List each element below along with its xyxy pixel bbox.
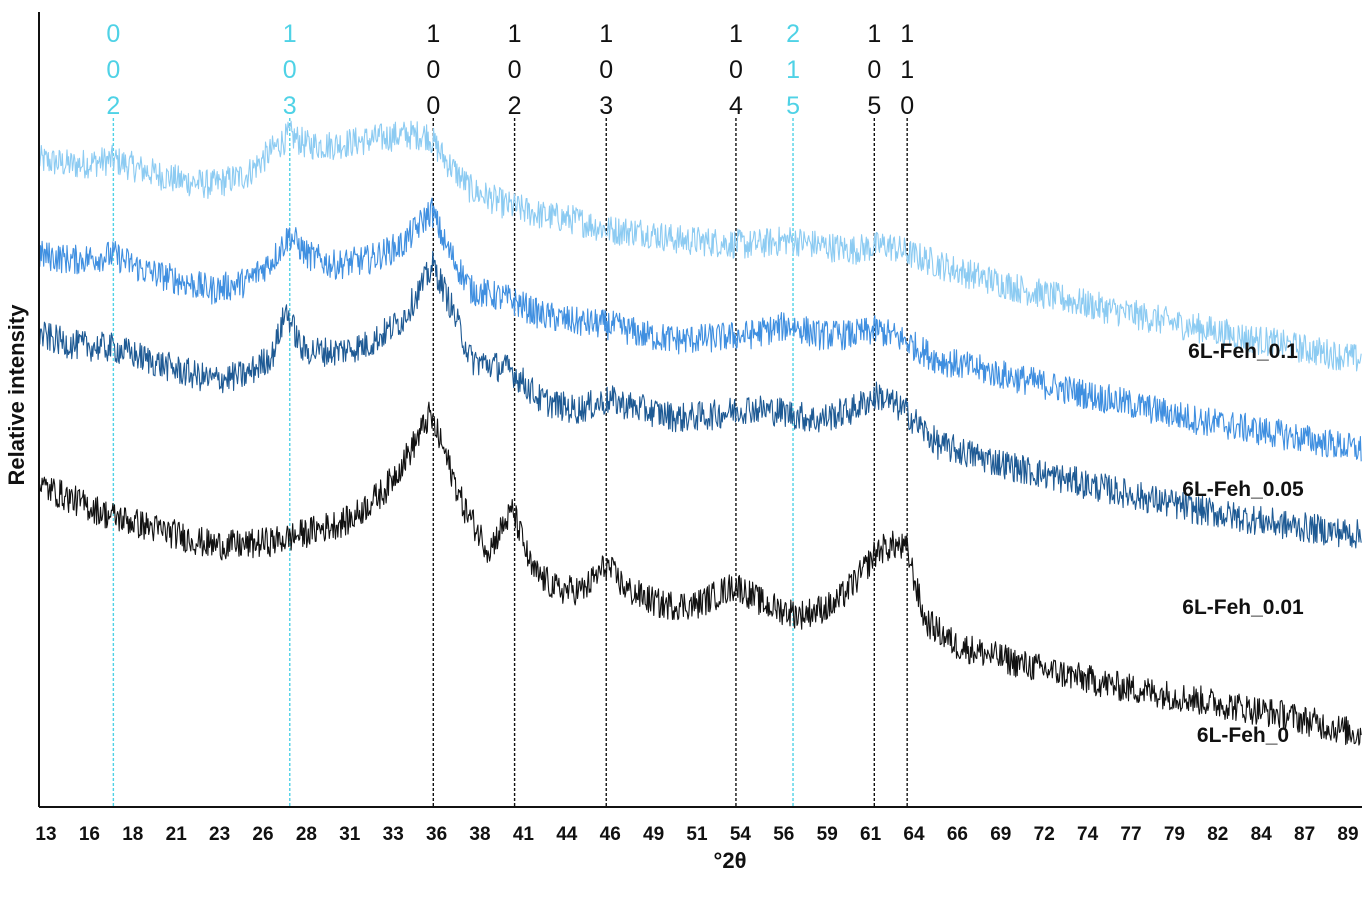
x-tick-label: 74 <box>1077 824 1099 845</box>
x-tick-label: 69 <box>990 824 1011 845</box>
series-label: 6L-Feh_0.05 <box>1182 478 1304 501</box>
x-tick-label: 44 <box>556 824 578 845</box>
x-tick-label: 51 <box>686 824 708 845</box>
x-axis-title: °2θ <box>714 848 747 873</box>
x-tick-labels: 13 16 18 21 23 26 28 31 33 36 38 41 44 46 49 51 54 56 59 61… <box>35 824 1358 845</box>
series-label: 6L-Feh_0.1 <box>1188 340 1298 363</box>
miller-index-digit: 1 <box>599 20 613 48</box>
x-tick-label: 87 <box>1294 824 1315 845</box>
x-tick-label: 61 <box>860 824 882 845</box>
miller-index-digit: 0 <box>106 56 120 84</box>
miller-index-digit: 0 <box>426 56 440 84</box>
miller-index-digit: 1 <box>508 20 522 48</box>
miller-index-digit: 0 <box>106 20 120 48</box>
series-line <box>38 120 1362 372</box>
x-tick-label: 49 <box>643 824 664 845</box>
x-tick-label: 16 <box>79 824 100 845</box>
x-tick-label: 77 <box>1120 824 1141 845</box>
x-tick-label: 13 <box>35 824 56 845</box>
x-tick-label: 82 <box>1207 824 1228 845</box>
miller-index-digit: 5 <box>786 92 800 120</box>
x-tick-label: 89 <box>1337 824 1358 845</box>
x-tick-label: 46 <box>600 824 621 845</box>
y-axis-title: Relative intensity <box>4 304 29 486</box>
x-tick-label: 59 <box>817 824 838 845</box>
miller-index-digit: 1 <box>867 20 881 48</box>
miller-index-digit: 2 <box>508 92 522 120</box>
reflection-lines <box>112 118 908 807</box>
x-tick-label: 21 <box>166 824 188 845</box>
x-tick-label: 79 <box>1164 824 1185 845</box>
x-tick-label: 18 <box>122 824 143 845</box>
miller-index-digit: 3 <box>283 92 297 120</box>
x-tick-label: 33 <box>383 824 404 845</box>
x-tick-label: 26 <box>252 824 273 845</box>
x-tick-label: 66 <box>947 824 968 845</box>
series-label: 6L-Feh_0 <box>1197 724 1289 747</box>
x-tick-label: 36 <box>426 824 447 845</box>
x-tick-label: 56 <box>773 824 794 845</box>
series-line <box>38 401 1362 746</box>
x-tick-label: 23 <box>209 824 230 845</box>
series-labels: 6L-Feh_0.1 6L-Feh_0.05 6L-Feh_0.01 6L-Feh_0 <box>1182 340 1304 747</box>
series-line <box>38 197 1362 462</box>
series-label: 6L-Feh_0.01 <box>1182 596 1304 619</box>
x-tick-label: 54 <box>730 824 752 845</box>
x-tick-label: 38 <box>469 824 490 845</box>
x-tick-label: 72 <box>1034 824 1055 845</box>
x-tick-label: 28 <box>296 824 317 845</box>
miller-index-digit: 0 <box>426 92 440 120</box>
miller-index-digit: 0 <box>900 92 914 120</box>
x-tick-label: 64 <box>903 824 925 845</box>
plot-axes <box>38 12 1362 808</box>
xrd-traces <box>38 120 1362 746</box>
miller-index-digit: 5 <box>867 92 881 120</box>
miller-index-digit: 2 <box>106 92 120 120</box>
miller-index-digit: 4 <box>729 92 743 120</box>
miller-index-digit: 1 <box>900 20 914 48</box>
x-tick-label: 84 <box>1251 824 1273 845</box>
miller-index-digit: 2 <box>786 20 800 48</box>
x-tick-label: 31 <box>339 824 361 845</box>
x-tick-label: 41 <box>513 824 535 845</box>
series-line <box>38 250 1362 549</box>
miller-index-digit: 1 <box>426 20 440 48</box>
miller-index-digit: 1 <box>729 20 743 48</box>
miller-index-digit: 3 <box>599 92 613 120</box>
miller-index-digit: 0 <box>867 56 881 84</box>
miller-index-digit: 0 <box>599 56 613 84</box>
miller-index-digit: 1 <box>283 20 297 48</box>
miller-index-digit: 0 <box>729 56 743 84</box>
miller-index-digit: 1 <box>900 56 914 84</box>
miller-index-digit: 1 <box>786 56 800 84</box>
miller-index-digit: 0 <box>283 56 297 84</box>
miller-index-digit: 0 <box>508 56 522 84</box>
